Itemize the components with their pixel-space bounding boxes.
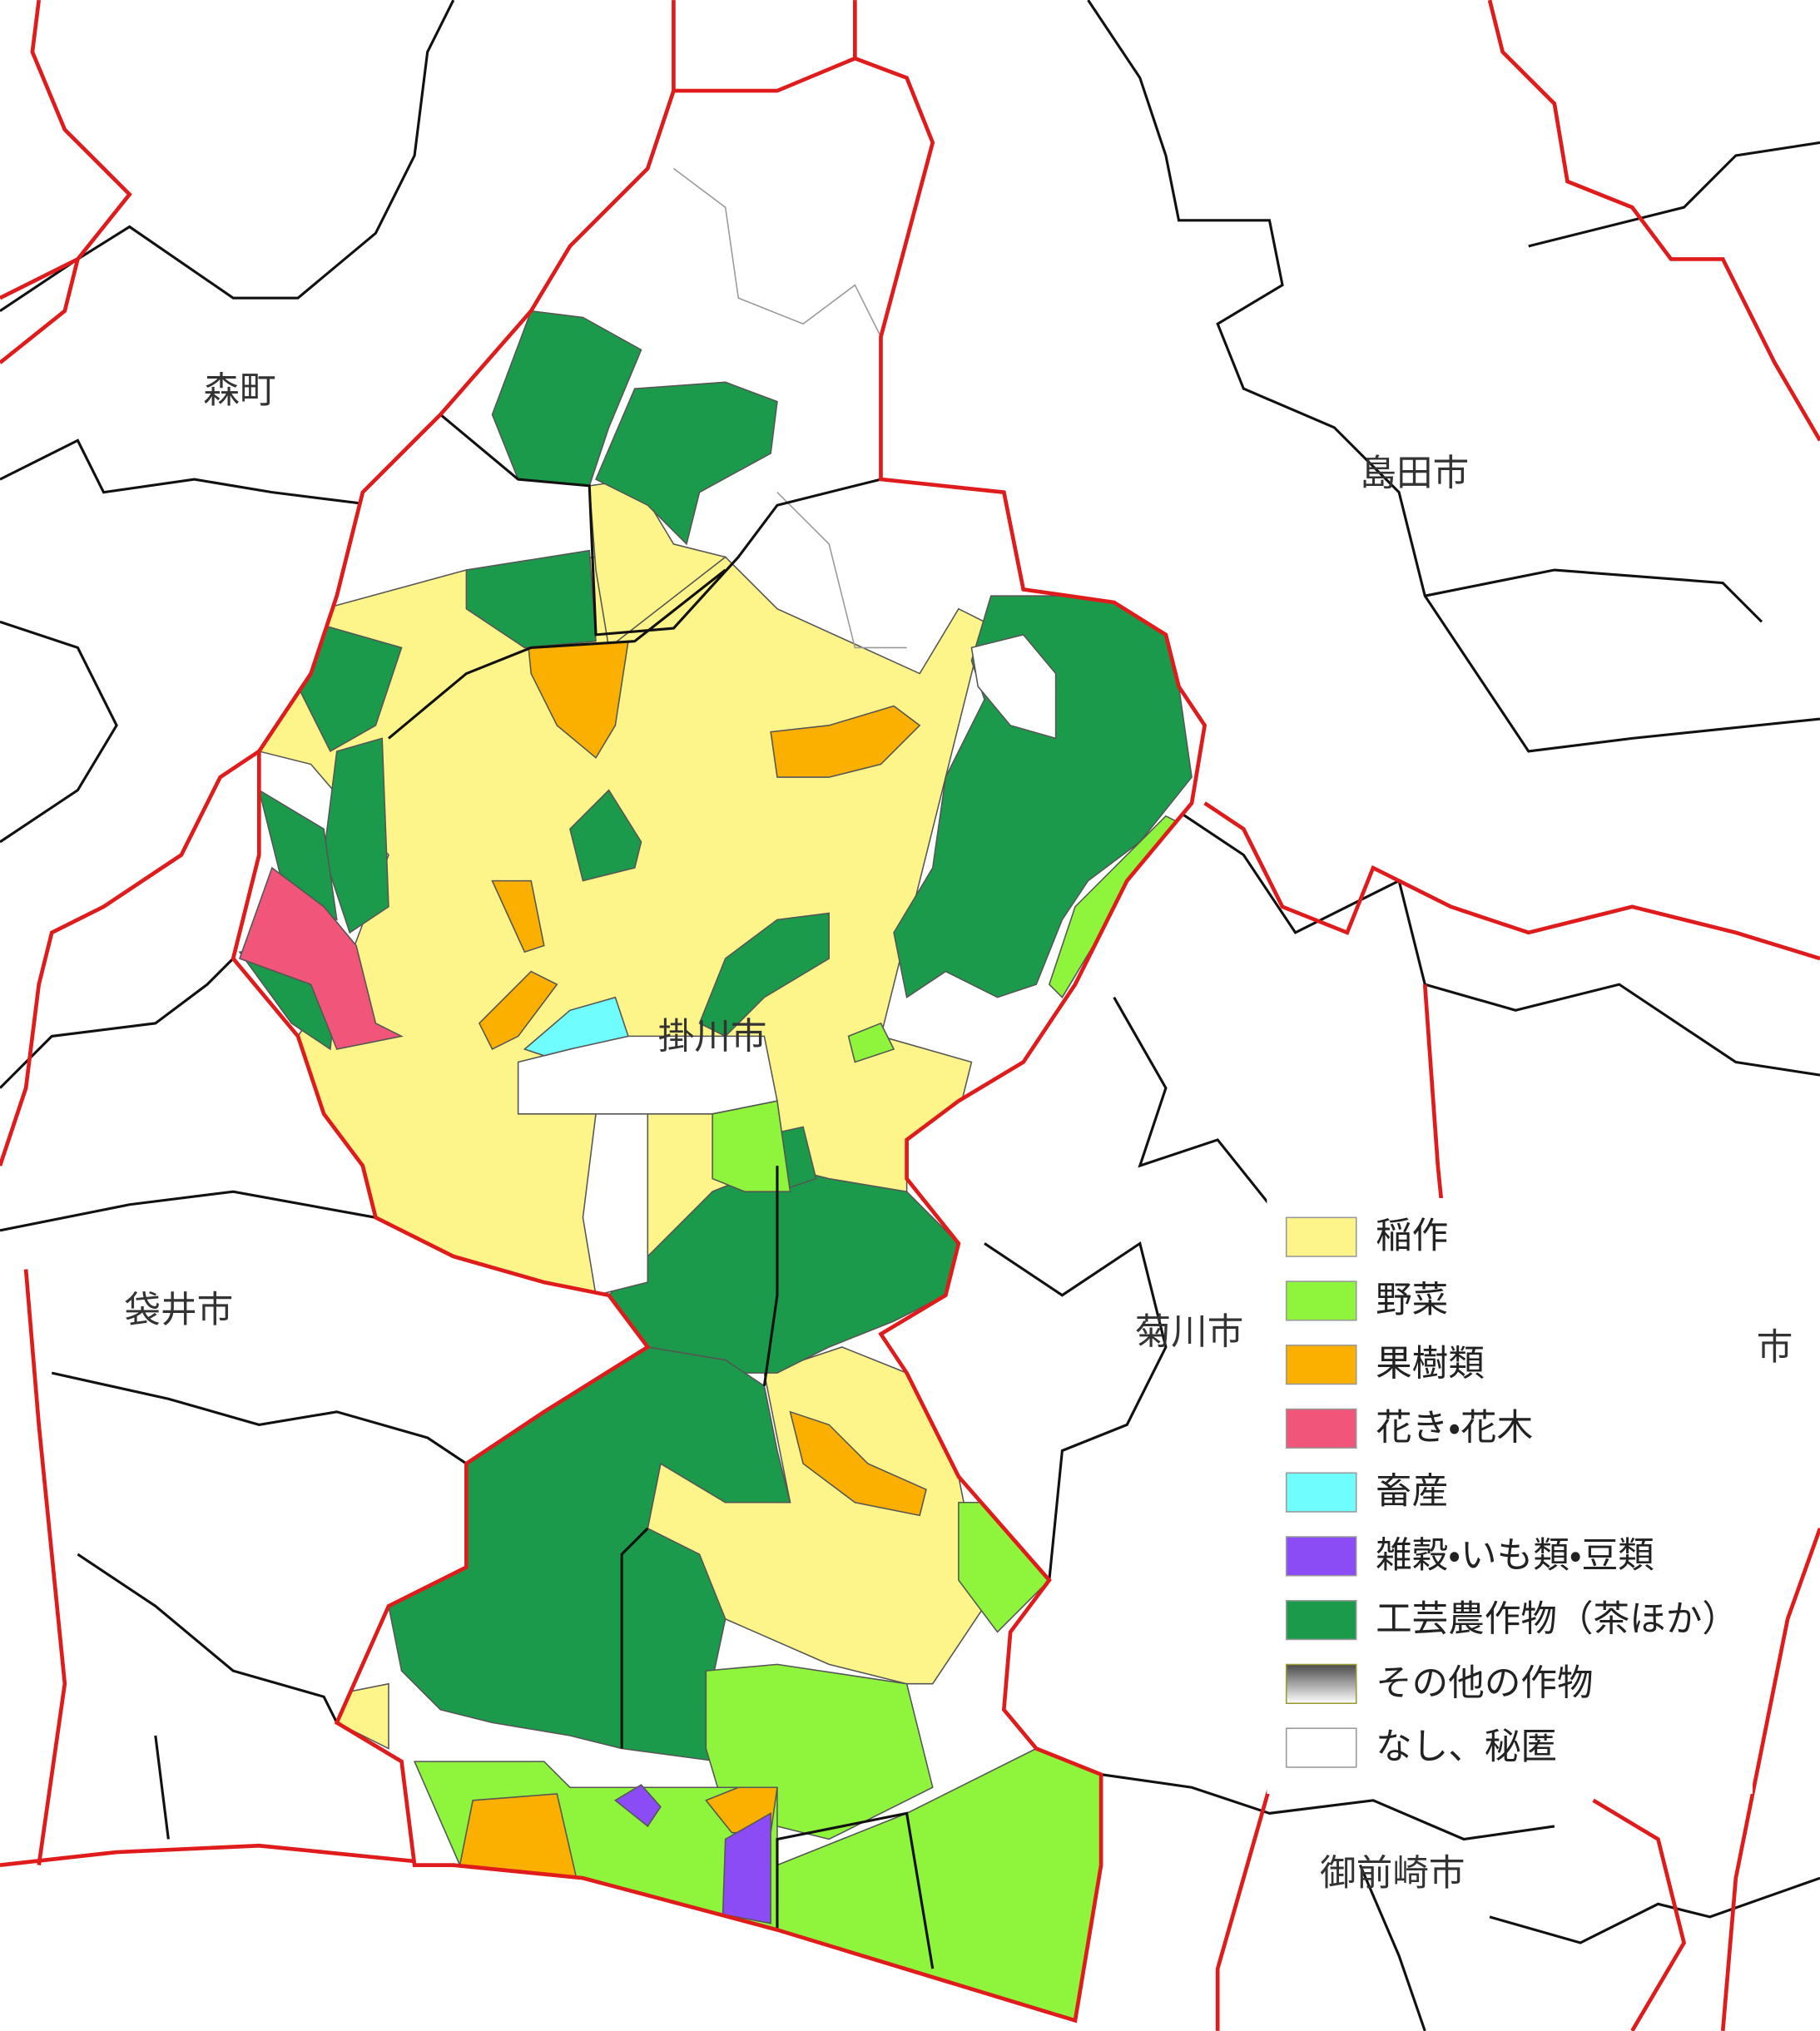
legend-label: 果樹類	[1376, 1344, 1485, 1385]
legend-swatch	[1285, 1345, 1357, 1385]
legend-label: その他の作物	[1376, 1662, 1593, 1704]
legend-label: 畜産	[1376, 1471, 1448, 1513]
legend-swatch	[1285, 1536, 1357, 1577]
place-label: 御前崎市	[1320, 1853, 1465, 1895]
legend-label: 工芸農作物（茶ほか）	[1376, 1599, 1738, 1641]
legend-swatch	[1285, 1281, 1357, 1321]
city-boundary	[231, 56, 1208, 2024]
legend-swatch	[1285, 1663, 1357, 1704]
place-label: 掛川市	[658, 1017, 767, 1058]
place-label: 袋井市	[124, 1290, 233, 1331]
legend-label: 野菜	[1376, 1280, 1448, 1321]
place-label: 菊川市	[1135, 1311, 1244, 1353]
legend-label: 花き・花木	[1376, 1407, 1533, 1449]
legend-swatch	[1285, 1599, 1357, 1641]
legend-swatch	[1285, 1408, 1357, 1449]
legend-label: 稲作	[1376, 1216, 1448, 1257]
place-label: 島田市	[1360, 453, 1469, 494]
place-label: 森町	[203, 370, 275, 412]
place-labels: 森町 島田市 掛川市 袋井市 菊川市 御前崎市	[124, 370, 1469, 1895]
legend-label: 雑穀・いも類・豆類	[1376, 1535, 1654, 1577]
legend-swatch	[1285, 1472, 1357, 1513]
legend-swatch	[1285, 1216, 1357, 1257]
legend-label: なし、秘匿	[1376, 1726, 1557, 1768]
place-label: 市	[1757, 1327, 1793, 1369]
legend-swatch	[1285, 1727, 1357, 1768]
